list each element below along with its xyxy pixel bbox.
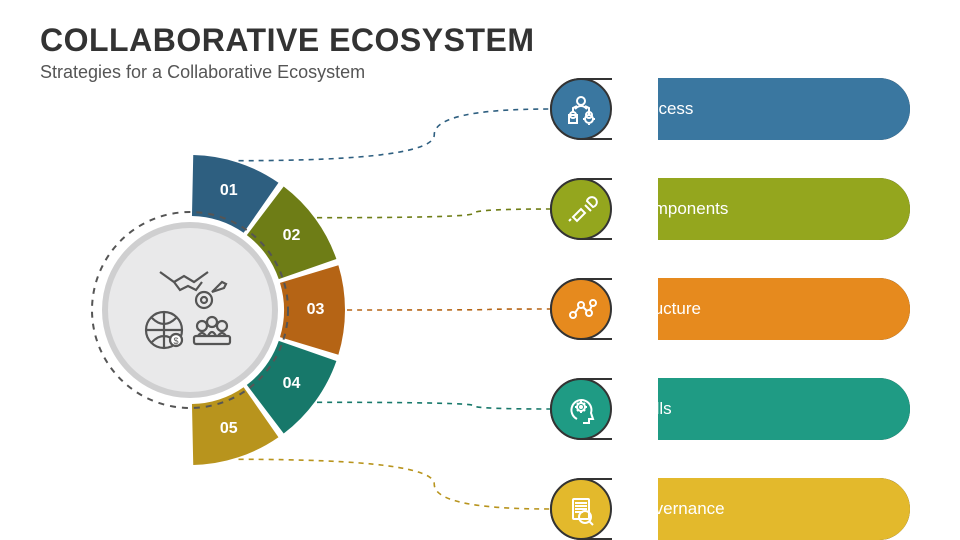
structure-icon [550,278,612,340]
pill-label: Components [632,199,728,219]
connector-02 [317,209,550,218]
svg-text:$: $ [173,336,178,346]
pill-label: Process [632,99,693,119]
connector-04 [317,402,550,409]
connector-01 [239,109,550,161]
pill-label: Governance [632,499,725,519]
collaboration-icon: $ [130,250,250,370]
segment-number-05: 05 [220,420,238,438]
segment-number-01: 01 [220,182,238,200]
connector-03 [347,309,550,310]
connector-05 [239,459,550,509]
segment-number-02: 02 [283,227,301,245]
pill-governance: Governance [550,478,910,540]
pill-label: Structure [632,299,701,319]
skills-icon [550,378,612,440]
segment-number-03: 03 [307,301,325,319]
pill-skills: Skills [550,378,910,440]
center-hub: $ [102,222,278,398]
segment-number-04: 04 [283,375,301,393]
pill-label: Skills [632,399,672,419]
governance-icon [550,478,612,540]
process-icon [550,78,612,140]
pill-structure: Structure [550,278,910,340]
pill-process: Process [550,78,910,140]
components-icon [550,178,612,240]
pill-components: Components [550,178,910,240]
